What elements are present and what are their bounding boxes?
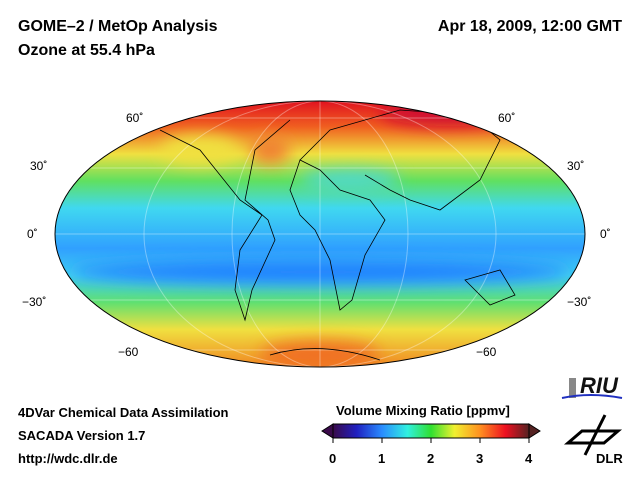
lat-label-60s-left: −60 bbox=[118, 345, 139, 359]
lat-label-eq-left: 0˚ bbox=[27, 227, 38, 241]
lat-label-eq-right: 0˚ bbox=[600, 227, 611, 241]
colorbar bbox=[321, 423, 541, 443]
lat-label-30n-left: 30˚ bbox=[30, 159, 48, 173]
dlr-logo: DLR bbox=[596, 451, 623, 466]
ozone-field bbox=[55, 101, 585, 367]
lat-label-30s-left: −30˚ bbox=[22, 295, 47, 309]
riu-logo-mark bbox=[561, 378, 623, 399]
lat-label-30n-right: 30˚ bbox=[567, 159, 585, 173]
colorbar-gradient bbox=[332, 423, 530, 439]
lat-label-60n-right: 60˚ bbox=[498, 111, 516, 125]
colorbar-tick: 3 bbox=[476, 451, 484, 466]
map-border bbox=[54, 100, 586, 368]
lat-label-30s-right: −30˚ bbox=[567, 295, 592, 309]
footer-url[interactable]: http://wdc.dlr.de bbox=[18, 451, 118, 466]
colorbar-max-arrow bbox=[528, 423, 541, 439]
colorbar-tick: 4 bbox=[525, 451, 533, 466]
lat-label-60s-right: −60 bbox=[476, 345, 497, 359]
colorbar-tick: 0 bbox=[329, 451, 337, 466]
lat-label-60n-left: 60˚ bbox=[126, 111, 144, 125]
colorbar-title: Volume Mixing Ratio [ppmv] bbox=[336, 403, 510, 418]
colorbar-min-arrow bbox=[321, 423, 334, 439]
map-subtitle: Ozone at 55.4 hPa bbox=[18, 42, 155, 59]
riu-logo: RIU bbox=[580, 373, 618, 398]
footer-version: SACADA Version 1.7 bbox=[18, 428, 146, 443]
datetime: Apr 18, 2009, 12:00 GMT bbox=[437, 18, 622, 35]
colorbar-tick: 1 bbox=[378, 451, 386, 466]
map-title: GOME–2 / MetOp Analysis bbox=[18, 18, 218, 35]
coastlines bbox=[159, 109, 516, 361]
footer-assimilation: 4DVar Chemical Data Assimilation bbox=[18, 405, 229, 420]
colorbar-tick: 2 bbox=[427, 451, 435, 466]
dlr-logo-mark bbox=[563, 414, 623, 456]
